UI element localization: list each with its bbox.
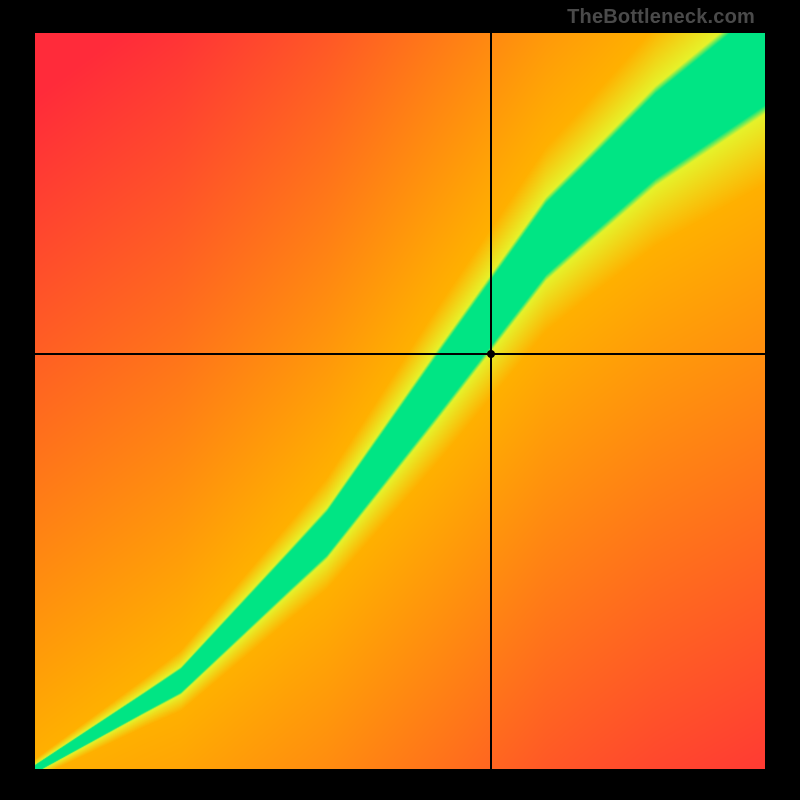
- heatmap-canvas: [35, 33, 765, 769]
- crosshair-horizontal: [35, 353, 765, 355]
- watermark-text: TheBottleneck.com: [567, 6, 755, 29]
- crosshair-marker: [487, 350, 495, 358]
- crosshair-vertical: [490, 33, 492, 769]
- heatmap-plot: [35, 33, 765, 769]
- chart-frame: TheBottleneck.com: [0, 0, 800, 800]
